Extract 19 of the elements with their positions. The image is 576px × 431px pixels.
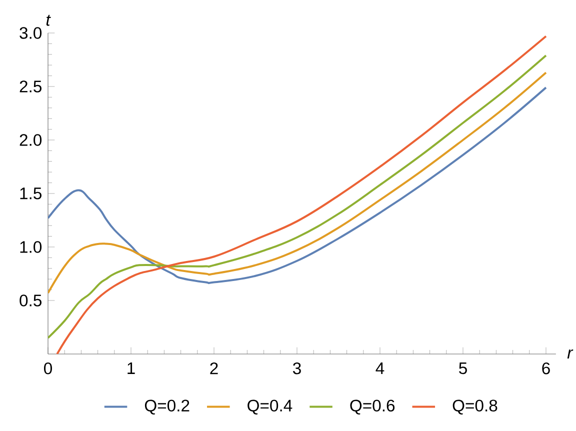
- legend-label: Q=0.6: [350, 400, 395, 415]
- x-tick-label: 6: [542, 362, 550, 374]
- y-tick-label: 3.0: [20, 27, 42, 39]
- y-tick-label: 2.0: [20, 134, 42, 146]
- y-tick-label: 0.5: [20, 294, 42, 306]
- y-tick-label: 2.5: [20, 80, 42, 92]
- y-tick-label: 1.5: [20, 188, 42, 200]
- x-tick-label: 2: [210, 362, 218, 374]
- y-axis-title: t: [46, 14, 51, 26]
- x-tick-label: 5: [459, 362, 467, 374]
- legend-label: Q=0.8: [452, 400, 498, 415]
- x-axis-title: r: [567, 350, 574, 358]
- x-tick-label: 1: [128, 362, 135, 374]
- x-tick-label: 4: [376, 362, 384, 374]
- legend-label: Q=0.2: [144, 400, 190, 415]
- x-tick-label: 0: [44, 362, 52, 374]
- legend-label: Q=0.4: [248, 400, 292, 415]
- y-tick-label: 1.0: [20, 241, 42, 253]
- x-tick-label: 3: [292, 362, 301, 374]
